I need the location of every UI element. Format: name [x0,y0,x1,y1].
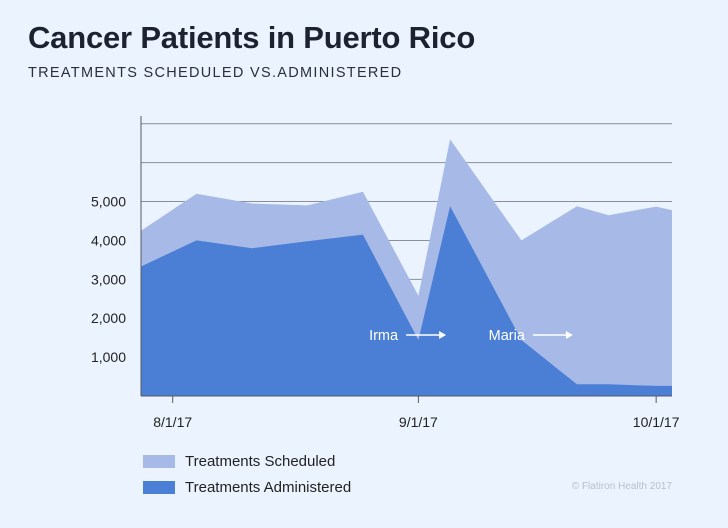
legend: Treatments Scheduled Treatments Administ… [143,448,351,500]
legend-label-administered: Treatments Administered [185,478,352,496]
credit-text: © Flatiron Health 2017 [571,481,672,492]
y-tick-label: 1,000 [91,349,126,365]
legend-item-scheduled: Treatments Scheduled [143,448,351,474]
annotation-label: Maria [489,328,526,344]
x-tick-label: 9/1/17 [399,414,438,430]
legend-item-administered: Treatments Administered [143,474,351,500]
chart-subtitle: TREATMENTS SCHEDULED VS.ADMINISTERED [28,65,403,81]
y-tick-label: 5,000 [91,194,126,210]
legend-swatch-administered [143,480,175,494]
chart-title: Cancer Patients in Puerto Rico [28,20,476,55]
area-administered [141,206,672,396]
y-tick-label: 3,000 [91,271,126,287]
legend-swatch-scheduled [143,454,175,468]
annotation-label: Irma [369,328,399,344]
annotation-arrowhead [565,331,573,339]
annotation-arrowhead [439,331,447,339]
x-tick-label: 8/1/17 [153,414,192,430]
y-tick-label: 2,000 [91,310,126,326]
legend-label-scheduled: Treatments Scheduled [185,452,336,470]
y-tick-label: 4,000 [91,232,126,248]
x-tick-label: 10/1/17 [633,414,680,430]
